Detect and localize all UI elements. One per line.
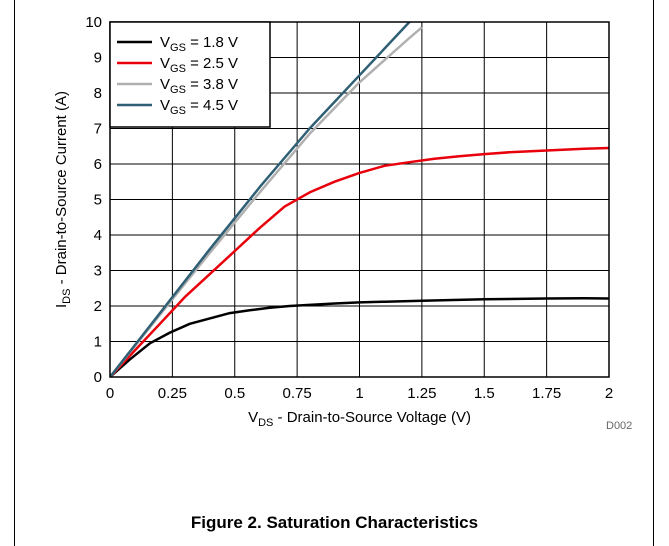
x-tick-label: 1.25 — [407, 385, 436, 402]
y-tick-label: 3 — [94, 263, 102, 280]
x-tick-label: 1 — [355, 385, 363, 402]
y-tick-label: 9 — [94, 50, 102, 67]
x-tick-label: 0.75 — [283, 385, 312, 402]
y-tick-label: 7 — [94, 121, 102, 138]
legend-box — [109, 21, 271, 128]
x-tick-label: 0.5 — [224, 385, 245, 402]
legend-label: VGS = 2.5 V — [160, 55, 238, 75]
legend-label: VGS = 3.8 V — [160, 76, 238, 96]
x-tick-label: 0.25 — [158, 385, 187, 402]
x-axis-label: VDS - Drain-to-Source Voltage (V) — [248, 409, 471, 429]
plot-border — [109, 21, 610, 378]
figure-caption: Figure 2. Saturation Characteristics — [190, 513, 479, 532]
y-tick-label: 4 — [94, 227, 102, 244]
y-tick-label: 10 — [85, 14, 102, 31]
y-tick-label: 8 — [94, 85, 102, 102]
series-line-2 — [110, 146, 609, 377]
y-tick-label: 6 — [94, 156, 102, 173]
legend-label: VGS = 1.8 V — [160, 34, 238, 54]
series-line-3 — [110, 26, 423, 377]
series-lines — [110, 22, 609, 377]
y-tick-label: 0 — [94, 369, 102, 386]
series-line-1 — [110, 296, 609, 377]
x-tick-label: 2 — [605, 385, 613, 402]
axis-labels: VDS - Drain-to-Source Voltage (V) IDS - D… — [53, 91, 471, 429]
y-axis-label: IDS - Drain-to-Source Current (A) — [53, 91, 73, 308]
y-tick-label: 1 — [94, 334, 102, 351]
series-line-4 — [110, 22, 411, 377]
x-tick-label: 1.5 — [474, 385, 495, 402]
x-tick-label: 1.75 — [532, 385, 561, 402]
x-tick-label: 0 — [106, 385, 114, 402]
axes: 0 0.25 0.5 0.75 1 1.25 1.5 1.75 2 0 1 2 3 4 5 6 7 8 9 10 — [85, 14, 613, 402]
figure-code: D002 — [606, 420, 633, 432]
y-tick-label: 5 — [94, 192, 102, 209]
figure-frame — [14, 0, 654, 546]
y-tick-label: 2 — [94, 298, 102, 315]
legend-label: VGS = 4.5 V — [160, 97, 238, 117]
